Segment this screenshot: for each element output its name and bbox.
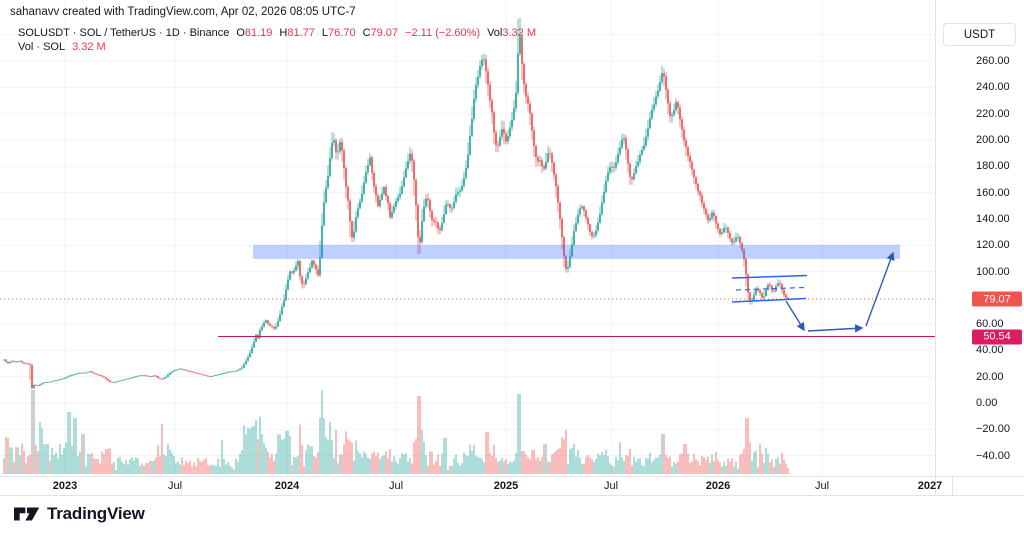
legend-part: Vol	[487, 27, 503, 39]
currency-badge: USDT	[943, 23, 1016, 46]
time-tick-label: 2027	[917, 480, 943, 492]
price-tick-label: −20.00	[976, 423, 1010, 436]
time-axis-border	[0, 476, 1024, 477]
legend-part: 79.07	[370, 27, 399, 39]
legend-part: 3.32 M	[72, 41, 106, 53]
chart-bottom-border	[0, 495, 1024, 496]
time-tick-label: Jul	[388, 480, 404, 492]
price-tick-label: −40.00	[976, 449, 1010, 462]
legend-part: 76.70	[328, 27, 356, 39]
grid-layer	[0, 0, 935, 476]
legend-part: C	[362, 27, 371, 39]
tradingview-logo-icon	[14, 507, 40, 521]
time-tick-label: 2024	[274, 480, 300, 492]
channel-top-line	[731, 274, 808, 279]
price-tick-label: 140.00	[976, 212, 1010, 225]
time-tick-label: 2023	[52, 480, 78, 492]
legend-part: O	[236, 27, 245, 39]
price-tick-label: 100.00	[976, 265, 1010, 278]
tradingview-logo-text: TradingView	[47, 504, 145, 523]
price-tick-label: 20.00	[976, 370, 1004, 383]
supply-zone-rectangle	[253, 244, 900, 259]
volume-layer	[3, 390, 789, 474]
volume-legend[interactable]: Vol · SOL 3.32 M	[18, 41, 113, 53]
channel-bottom-line	[731, 297, 807, 303]
attribution-text: sahanavv created with TradingView.com, A…	[10, 6, 356, 18]
legend-part: L	[321, 27, 329, 39]
legend-part: 81.77	[287, 27, 315, 39]
time-tick-label: 2025	[493, 480, 519, 492]
legend-part: −2.11 (−2.60%)	[405, 27, 481, 39]
time-tick-label: Jul	[167, 480, 183, 492]
last-price-label: 79.07	[972, 291, 1022, 307]
price-tick-label: 200.00	[976, 134, 1010, 146]
price-axis-border	[935, 0, 936, 496]
price-tick-label: 0.00	[976, 397, 998, 409]
axis-corner-border	[952, 476, 953, 496]
legend-part: 81.19	[244, 27, 273, 39]
price-tick-label: 260.00	[976, 55, 1010, 68]
time-tick-label: Jul	[814, 480, 830, 492]
price-axis[interactable]: 260.00 240.00 220.00 200.00 180.00 160.00 140.…	[936, 0, 1024, 476]
projection-arrow-1	[785, 300, 805, 332]
time-tick-label: 2026	[705, 480, 731, 492]
price-tick-label: 40.00	[976, 344, 1004, 357]
price-tick-label: 220.00	[976, 107, 1010, 120]
price-tick-label: 160.00	[976, 186, 1010, 199]
legend-part: SOLUSDT · SOL / TetherUS · 1D · Binance	[18, 27, 230, 39]
time-axis[interactable]: 2023 Jul 2024 Jul 2025 Jul 2026 Jul 2027	[0, 477, 942, 495]
support-price-label: 50.54	[972, 329, 1022, 345]
projection-arrow-2	[807, 324, 864, 333]
legend-part: Vol · SOL	[18, 41, 66, 53]
legend-part: H	[279, 27, 288, 39]
channel-middle-dashed-line	[735, 286, 805, 291]
time-tick-label: Jul	[603, 480, 619, 492]
legend-part: 3.32 M	[502, 27, 536, 39]
price-tick-label: 120.00	[976, 239, 1010, 252]
price-tick-label: 240.00	[976, 81, 1010, 94]
symbol-legend[interactable]: SOLUSDT · SOL / TetherUS · 1D · Binance O…	[18, 27, 543, 39]
tradingview-logo[interactable]: TradingView	[14, 503, 145, 525]
drawings-layer	[0, 244, 935, 338]
projection-arrow-3	[865, 251, 895, 327]
price-tick-label: 60.00	[976, 318, 1004, 331]
price-tick-label: 180.00	[976, 160, 1010, 173]
